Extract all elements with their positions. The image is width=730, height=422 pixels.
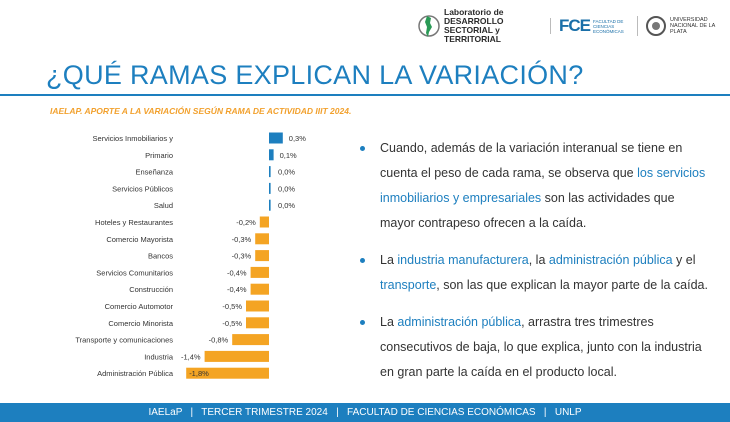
bar — [255, 233, 269, 245]
bullet-text: La — [380, 315, 398, 329]
category-label: Enseñanza — [135, 168, 173, 177]
data-label: 0,1% — [280, 151, 297, 160]
bullet-text: , son las que explican la mayor parte de… — [436, 278, 708, 292]
bar — [186, 367, 269, 379]
lab-logo: Laboratorio de DESARROLLO SECTORIAL y TE… — [418, 8, 540, 44]
data-label: 0,0% — [278, 168, 295, 177]
category-label: Comercio Mayorista — [106, 235, 174, 244]
argentina-map-icon — [418, 13, 440, 39]
bullet-dot-icon — [360, 320, 365, 325]
bullet-text: La — [380, 253, 398, 267]
data-label: -0,5% — [222, 319, 242, 328]
category-label: Primario — [145, 151, 173, 160]
bar — [259, 216, 269, 228]
bullet-dot-icon — [360, 146, 365, 151]
category-label: Administración Pública — [97, 369, 174, 378]
category-label: Servicios Comunitarios — [96, 268, 173, 277]
fce-logo: FCE FACULTAD DE CIENCIAS ECONÓMICAS — [550, 16, 627, 35]
bar — [232, 334, 269, 346]
bar-chart: Servicios Inmobiliarios y 0,3% Primario 0,1… — [75, 132, 306, 379]
category-label: Hoteles y Restaurantes — [95, 218, 173, 227]
bar — [250, 283, 269, 295]
bar — [269, 132, 283, 144]
bullet-item: La administración pública, arrastra tres… — [358, 310, 708, 385]
data-label: -0,2% — [236, 218, 256, 227]
bar — [246, 300, 269, 312]
fce-subtext: FACULTAD DE CIENCIAS ECONÓMICAS — [593, 18, 624, 34]
bar — [204, 350, 269, 362]
fce-mark: FCE — [559, 16, 591, 35]
highlighted-text: los servicios inmobiliarios y empresaria… — [380, 166, 706, 205]
data-label: -1,8% — [189, 369, 209, 378]
highlighted-text: administración pública — [397, 315, 522, 329]
bullet-text: y el — [672, 253, 696, 267]
bar — [269, 199, 271, 211]
bar — [269, 182, 271, 194]
lab-logo-text: Laboratorio de DESARROLLO SECTORIAL y TE… — [444, 8, 540, 44]
title-underline — [0, 94, 730, 96]
data-label: -0,3% — [232, 235, 252, 244]
page-title: ¿QUÉ RAMAS EXPLICAN LA VARIACIÓN? — [46, 60, 584, 90]
footer-bar: IAELaP | TERCER TRIMESTRE 2024 | FACULTA… — [0, 403, 730, 422]
category-label: Bancos — [148, 252, 173, 261]
highlighted-text: administración pública — [548, 253, 673, 267]
bullet-text: son las actividades que mayor contrapeso… — [380, 191, 675, 230]
chart-title: IAELAP. APORTE A LA VARIACIÓN SEGÚN RAMA… — [50, 106, 352, 116]
data-label: -0,5% — [222, 302, 242, 311]
category-label: Servicios Públicos — [112, 184, 173, 193]
bar — [250, 266, 269, 278]
bullet-list: Cuando, además de la variación interanua… — [358, 136, 708, 397]
category-label: Servicios Inmobiliarios y — [93, 134, 174, 143]
bar — [269, 166, 271, 178]
bullet-text: , arrastra tres trimestres consecutivos … — [380, 315, 702, 379]
category-label: Salud — [154, 201, 173, 210]
category-label: Comercio Minorista — [108, 319, 173, 328]
lab-line-2: SECTORIAL y TERRITORIAL — [444, 25, 501, 44]
data-label: -0,4% — [227, 268, 247, 277]
bar — [269, 149, 274, 161]
category-label: Transporte y comunicaciones — [75, 336, 173, 345]
data-label: -0,8% — [209, 336, 229, 345]
unlp-text: UNIVERSIDAD NACIONAL DE LA PLATA — [670, 17, 716, 35]
data-label: 0,0% — [278, 201, 295, 210]
bullet-item: La industria manufacturera, la administr… — [358, 248, 708, 298]
highlighted-text: transporte — [380, 278, 437, 292]
data-label: -1,4% — [181, 352, 201, 361]
lab-line-1: Laboratorio de DESARROLLO — [444, 7, 504, 26]
category-label: Industria — [144, 352, 174, 361]
bar — [246, 317, 269, 329]
bullet-text: , la — [528, 253, 549, 267]
highlighted-text: industria manufacturera — [397, 253, 529, 267]
unlp-seal-icon — [646, 16, 666, 36]
data-label: 0,0% — [278, 184, 295, 193]
data-label: -0,4% — [227, 285, 247, 294]
bullet-dot-icon — [360, 258, 365, 263]
header-logos: Laboratorio de DESARROLLO SECTORIAL y TE… — [418, 8, 716, 44]
data-label: 0,3% — [289, 134, 306, 143]
category-label: Comercio Automotor — [105, 302, 174, 311]
data-label: -0,3% — [232, 252, 252, 261]
bar — [255, 250, 269, 262]
bullet-item: Cuando, además de la variación interanua… — [358, 136, 708, 236]
bullet-text: Cuando, además de la variación interanua… — [380, 141, 683, 180]
unlp-logo: UNIVERSIDAD NACIONAL DE LA PLATA — [637, 16, 716, 36]
category-label: Construcción — [129, 285, 173, 294]
